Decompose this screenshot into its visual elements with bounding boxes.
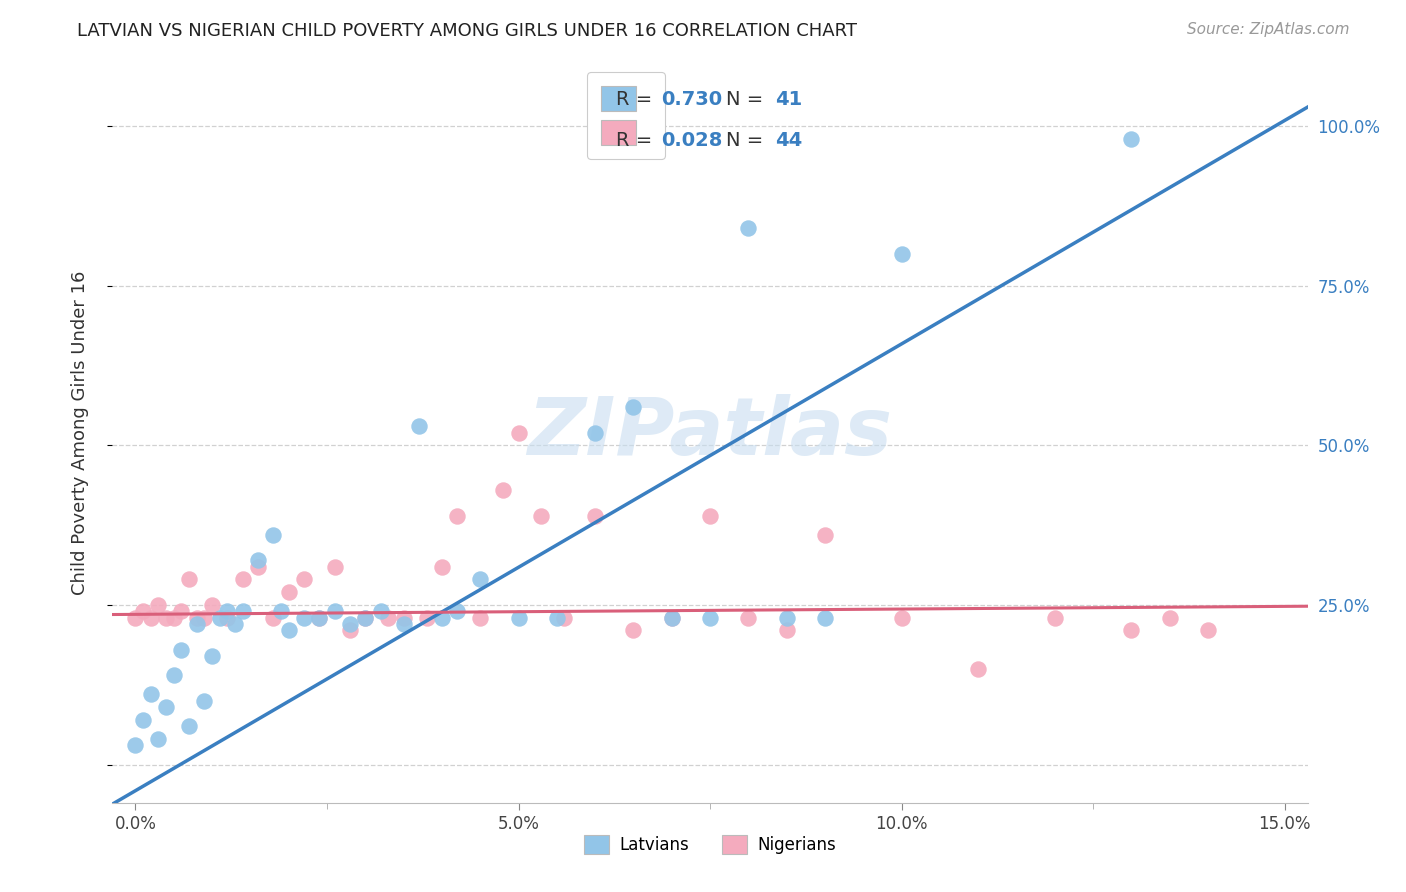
- Point: [583, 508, 606, 523]
- Point: [292, 610, 315, 624]
- Text: 41: 41: [775, 90, 803, 109]
- Point: [124, 610, 146, 624]
- Point: [308, 610, 330, 624]
- Point: [967, 662, 990, 676]
- Point: [155, 610, 177, 624]
- Point: [193, 610, 215, 624]
- Point: [377, 610, 399, 624]
- Point: [814, 610, 837, 624]
- Point: [277, 585, 299, 599]
- Text: ZIPatlas: ZIPatlas: [527, 393, 893, 472]
- Point: [430, 559, 453, 574]
- Point: [186, 617, 208, 632]
- Point: [1043, 610, 1066, 624]
- Point: [339, 617, 361, 632]
- Point: [890, 610, 912, 624]
- Point: [775, 610, 797, 624]
- Point: [201, 598, 224, 612]
- Point: [1159, 610, 1181, 624]
- Point: [446, 508, 468, 523]
- Point: [661, 610, 683, 624]
- Y-axis label: Child Poverty Among Girls Under 16: Child Poverty Among Girls Under 16: [70, 270, 89, 595]
- Point: [623, 624, 645, 638]
- Point: [177, 719, 200, 733]
- Point: [661, 610, 683, 624]
- Point: [323, 604, 346, 618]
- Text: 0.028: 0.028: [662, 131, 723, 150]
- Point: [208, 610, 231, 624]
- Point: [224, 617, 246, 632]
- Point: [262, 527, 284, 541]
- Point: [415, 610, 437, 624]
- Point: [155, 700, 177, 714]
- Point: [170, 604, 193, 618]
- Point: [408, 419, 430, 434]
- Point: [508, 610, 530, 624]
- Point: [148, 731, 170, 746]
- Point: [247, 559, 270, 574]
- Point: [623, 400, 645, 414]
- Point: [170, 642, 193, 657]
- Point: [132, 713, 155, 727]
- Point: [217, 604, 239, 618]
- Text: R =: R =: [616, 131, 658, 150]
- Point: [546, 610, 568, 624]
- Point: [1121, 624, 1143, 638]
- Point: [232, 604, 254, 618]
- Text: 0.730: 0.730: [662, 90, 723, 109]
- Point: [217, 610, 239, 624]
- Point: [339, 624, 361, 638]
- Point: [201, 648, 224, 663]
- Point: [370, 604, 392, 618]
- Text: 44: 44: [775, 131, 803, 150]
- Text: N =: N =: [725, 90, 769, 109]
- Point: [430, 610, 453, 624]
- Point: [292, 573, 315, 587]
- Point: [270, 604, 292, 618]
- Point: [446, 604, 468, 618]
- Point: [530, 508, 553, 523]
- Point: [323, 559, 346, 574]
- Point: [583, 425, 606, 440]
- Point: [354, 610, 377, 624]
- Point: [124, 739, 146, 753]
- Text: LATVIAN VS NIGERIAN CHILD POVERTY AMONG GIRLS UNDER 16 CORRELATION CHART: LATVIAN VS NIGERIAN CHILD POVERTY AMONG …: [77, 22, 858, 40]
- Point: [1121, 132, 1143, 146]
- Point: [470, 573, 492, 587]
- Point: [148, 598, 170, 612]
- Point: [277, 624, 299, 638]
- Point: [247, 553, 270, 567]
- Text: R =: R =: [616, 90, 658, 109]
- Point: [737, 610, 759, 624]
- Point: [814, 527, 837, 541]
- Point: [139, 687, 162, 701]
- Text: Source: ZipAtlas.com: Source: ZipAtlas.com: [1187, 22, 1350, 37]
- Point: [354, 610, 377, 624]
- Point: [163, 610, 186, 624]
- Point: [1197, 624, 1219, 638]
- Point: [392, 610, 415, 624]
- Point: [890, 247, 912, 261]
- Legend: Latvians, Nigerians: Latvians, Nigerians: [578, 829, 842, 861]
- Point: [308, 610, 330, 624]
- Point: [699, 610, 721, 624]
- Point: [186, 610, 208, 624]
- Point: [232, 573, 254, 587]
- Point: [163, 668, 186, 682]
- Point: [139, 610, 162, 624]
- Text: N =: N =: [725, 131, 769, 150]
- Point: [492, 483, 515, 497]
- Point: [193, 694, 215, 708]
- Point: [392, 617, 415, 632]
- Point: [699, 508, 721, 523]
- Point: [508, 425, 530, 440]
- Point: [132, 604, 155, 618]
- Point: [737, 221, 759, 235]
- Point: [775, 624, 797, 638]
- Point: [177, 573, 200, 587]
- Point: [553, 610, 575, 624]
- Point: [262, 610, 284, 624]
- Point: [470, 610, 492, 624]
